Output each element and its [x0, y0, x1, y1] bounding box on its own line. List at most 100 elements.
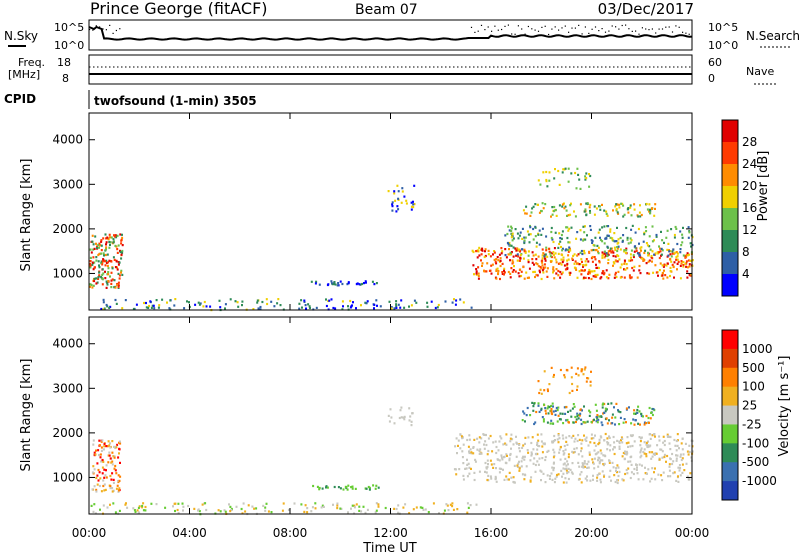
echo-cell [583, 465, 586, 468]
echo-cell [611, 237, 614, 240]
echo-cell [627, 467, 630, 470]
echo-cell [554, 477, 557, 480]
echo-cell [625, 421, 627, 424]
echo-cell [562, 481, 565, 484]
echo-cell [118, 479, 121, 482]
echo-cell [456, 508, 459, 511]
echo-cell [537, 179, 540, 182]
echo-cell [552, 441, 555, 444]
echo-cell [605, 212, 608, 215]
echo-cell [158, 304, 161, 307]
echo-cell [509, 259, 511, 262]
x-tick-label: 00:00 [675, 526, 710, 540]
echo-cell [580, 447, 583, 450]
echo-cell [113, 456, 116, 459]
echo-cell [117, 479, 119, 483]
echo-cell [639, 204, 641, 207]
echo-cell [541, 416, 544, 419]
echo-cell [558, 183, 561, 186]
echo-cell [538, 391, 541, 395]
echo-cell [119, 233, 122, 236]
echo-cell [489, 269, 492, 272]
echo-cell [603, 225, 606, 228]
echo-cell [110, 260, 113, 263]
echo-cell [553, 454, 556, 457]
echo-cell [89, 260, 92, 263]
echo-cell [613, 246, 616, 249]
echo-cell [365, 281, 367, 284]
echo-cell [105, 237, 108, 240]
echo-cell [619, 411, 622, 414]
echo-cell [576, 231, 579, 234]
echo-cell [391, 203, 394, 206]
echo-cell [513, 464, 516, 467]
echo-cell [586, 475, 588, 478]
echo-cell [548, 383, 551, 386]
echo-cell [107, 454, 110, 457]
echo-cell [539, 271, 541, 274]
noise-search-point [631, 30, 633, 32]
echo-cell [97, 468, 100, 472]
echo-cell [687, 226, 690, 229]
echo-cell [542, 252, 545, 255]
echo-cell [541, 202, 544, 205]
echo-cell [605, 276, 608, 279]
echo-cell [219, 306, 222, 309]
echo-cell [109, 243, 111, 246]
echo-cell [625, 453, 628, 456]
date-label: 03/Dec/2017 [598, 0, 694, 18]
echo-cell [508, 457, 511, 460]
echo-cell [522, 444, 525, 447]
echo-cell [555, 258, 558, 261]
echo-cell [508, 459, 511, 462]
echo-cell [589, 225, 592, 228]
echo-cell [445, 503, 448, 506]
echo-cell [544, 407, 547, 410]
echo-cell [400, 416, 403, 419]
echo-cell [393, 307, 396, 310]
echo-cell [616, 247, 619, 250]
echo-cell [136, 509, 139, 512]
echo-cell [566, 267, 569, 270]
echo-cell [102, 448, 105, 451]
echo-cell [537, 404, 540, 407]
echo-cell [504, 234, 507, 237]
echo-cell [672, 460, 675, 463]
echo-cell [116, 248, 119, 251]
echo-cell [377, 505, 380, 508]
echo-cell [471, 249, 474, 252]
echo-cell [593, 244, 596, 247]
noise-search-point [658, 28, 660, 30]
echo-cell [627, 208, 630, 211]
echo-cell [523, 236, 526, 239]
echo-cell [620, 436, 623, 439]
echo-cell [632, 472, 635, 476]
echo-cell [667, 475, 669, 478]
echo-cell [172, 505, 174, 508]
echo-cell [544, 409, 547, 412]
echo-cell [619, 416, 622, 419]
power-colorbar-label: Power [dB] [756, 151, 771, 222]
echo-cell [571, 382, 574, 386]
echo-cell [519, 268, 522, 271]
echo-cell [550, 230, 553, 234]
echo-cell [393, 507, 396, 510]
echo-cell [588, 185, 591, 188]
echo-cell [91, 261, 94, 264]
echo-cell [102, 272, 105, 275]
echo-cell [459, 447, 462, 450]
echo-cell [616, 481, 619, 485]
noise-search-point [574, 27, 576, 29]
echo-cell [534, 421, 537, 424]
echo-cell [609, 444, 612, 447]
echo-cell [682, 265, 685, 268]
echo-cell [647, 260, 650, 263]
echo-cell [612, 264, 614, 267]
colorbar-tick-label: 500 [742, 361, 765, 375]
echo-cell [601, 423, 604, 427]
noise-search-point [568, 31, 570, 33]
echo-cell [457, 439, 460, 442]
echo-cell [117, 456, 120, 459]
echo-cell [575, 237, 578, 240]
echo-cell [647, 251, 649, 254]
